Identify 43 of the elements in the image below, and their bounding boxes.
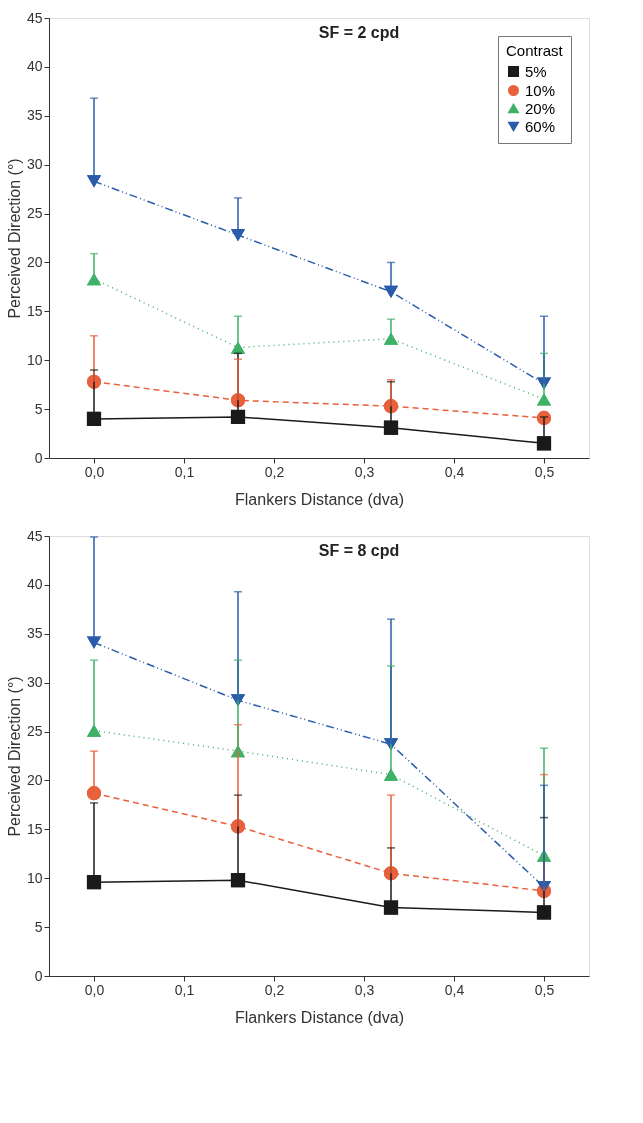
chart-title: SF = 8 cpd [318, 542, 400, 559]
y-tick-label: 40 [26, 576, 43, 593]
y-axis-title: Perceived Direction (°) [5, 676, 23, 837]
y-tick-label: 15 [26, 820, 43, 837]
legend-label: 20% [525, 99, 556, 117]
legend-label: 60% [525, 117, 556, 135]
y-tick-label: 25 [26, 723, 43, 740]
x-tick-label: 0,5 [534, 463, 555, 480]
x-tick-label: 0,1 [174, 463, 195, 480]
y-tick-label: 0 [34, 967, 43, 984]
chart-title: SF = 2 cpd [318, 24, 400, 41]
y-tick-label: 25 [26, 205, 43, 222]
y-tick-label: 20 [26, 771, 43, 788]
y-tick-label: 15 [26, 302, 43, 319]
y-tick-label: 0 [34, 449, 43, 466]
y-tick-label: 10 [26, 351, 43, 368]
x-tick-label: 0,0 [84, 981, 105, 998]
y-tick-label: 30 [26, 156, 43, 173]
y-axis-title: Perceived Direction (°) [5, 158, 23, 319]
x-tick-label: 0,2 [264, 463, 285, 480]
legend-label: 5% [525, 62, 547, 80]
x-tick-label: 0,0 [84, 463, 105, 480]
y-tick-label: 35 [26, 107, 43, 124]
x-tick-label: 0,3 [354, 981, 375, 998]
y-tick-label: 40 [26, 58, 43, 75]
x-axis-title: Flankers Distance (dva) [235, 490, 404, 508]
legend-title: Contrast [506, 42, 564, 59]
y-tick-label: 5 [34, 400, 43, 417]
legend-label: 10% [525, 81, 556, 99]
x-tick-label: 0,4 [444, 463, 465, 480]
y-tick-label: 35 [26, 625, 43, 642]
y-tick-label: 45 [26, 9, 43, 26]
y-tick-label: 20 [26, 253, 43, 270]
x-tick-label: 0,3 [354, 463, 375, 480]
x-tick-label: 0,5 [534, 981, 555, 998]
y-tick-label: 5 [34, 918, 43, 935]
x-tick-label: 0,1 [174, 981, 195, 998]
y-tick-label: 45 [26, 527, 43, 544]
x-axis-title: Flankers Distance (dva) [235, 1008, 404, 1026]
y-tick-label: 10 [26, 869, 43, 886]
x-tick-label: 0,2 [264, 981, 285, 998]
y-tick-label: 30 [26, 674, 43, 691]
x-tick-label: 0,4 [444, 981, 465, 998]
